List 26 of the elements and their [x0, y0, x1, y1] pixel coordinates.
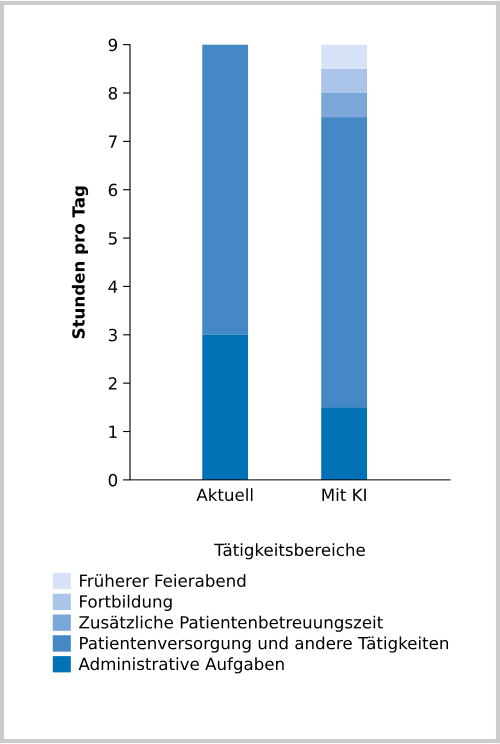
y-tick-label: 8 [108, 86, 118, 100]
bar [321, 407, 368, 480]
y-tick-label: 5 [108, 232, 117, 245]
legend-label: Fortbildung [80, 594, 172, 612]
bar [321, 68, 368, 93]
bar [321, 93, 368, 118]
legend-label: Patientenversorgung und andere Tätigkeiten [80, 636, 448, 653]
y-tick-label: 2 [108, 377, 117, 390]
bar [202, 334, 248, 480]
y-tick-label: 9 [108, 38, 118, 52]
legend-label: Administrative Aufgaben [78, 657, 284, 674]
y-tick-label: 4 [108, 280, 118, 293]
x-tick-label: Mit KI [322, 488, 366, 501]
bar [321, 117, 368, 408]
bar [321, 44, 368, 69]
y-tick-label: 7 [108, 136, 117, 148]
bar [202, 44, 248, 335]
y-tick-label: 1 [109, 426, 117, 438]
x-axis-title: Tätigkeitsbereiche [214, 543, 365, 560]
y-tick-label: 3 [108, 328, 117, 342]
y-tick-label: 6 [108, 184, 118, 196]
legend-label: Zusätzliche Patientenbetreuungszeit [79, 616, 383, 632]
y-tick-label: 0 [108, 474, 118, 486]
y-axis-title: Stunden pro Tag [72, 186, 88, 338]
legend-label: Früherer Feierabend [80, 574, 246, 587]
x-tick-label: Aktuell [196, 488, 252, 502]
